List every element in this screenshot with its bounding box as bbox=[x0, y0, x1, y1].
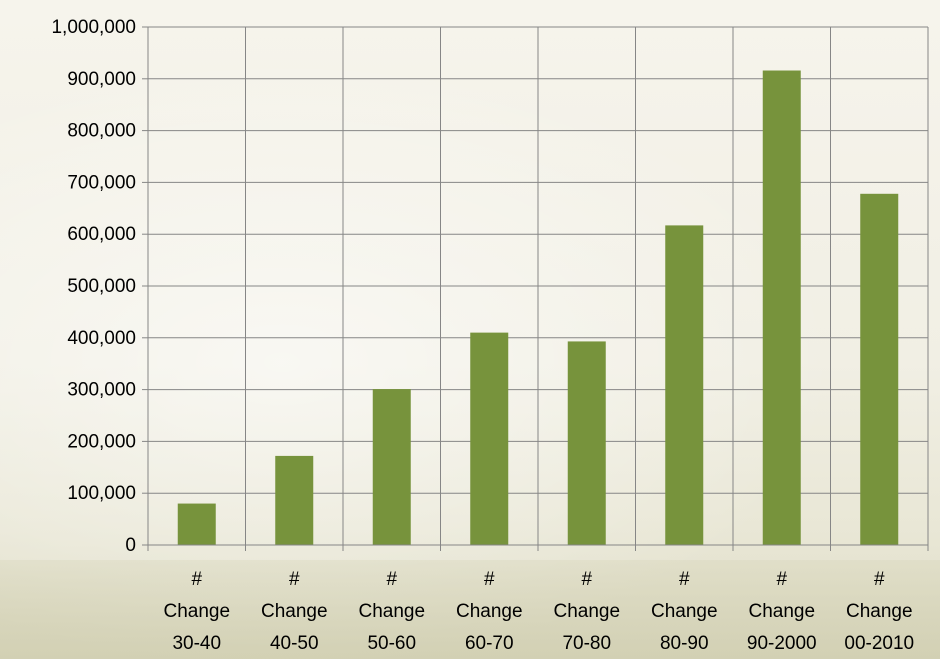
x-tick-label: # Change 60-70 bbox=[456, 569, 523, 654]
bar bbox=[860, 193, 899, 545]
bar bbox=[372, 389, 411, 545]
bars bbox=[177, 70, 899, 546]
bar bbox=[567, 341, 606, 545]
y-tick-label: 700,000 bbox=[67, 172, 136, 193]
y-tick-label: 900,000 bbox=[67, 69, 136, 90]
bar bbox=[665, 225, 704, 546]
y-tick-label: 300,000 bbox=[67, 380, 136, 401]
x-tick-label: # Change 90-2000 bbox=[747, 569, 817, 654]
x-tick-label: # Change 70-80 bbox=[553, 569, 620, 654]
x-tick-labels: # Change 30-40 # Change 40-50 # Change 50-60 # Cha… bbox=[163, 569, 914, 654]
x-tick-label: # Change 00-2010 bbox=[844, 569, 914, 654]
y-tick-label: 0 bbox=[125, 535, 136, 556]
y-tick-label: 800,000 bbox=[67, 121, 136, 142]
y-tick-label: 500,000 bbox=[67, 276, 136, 297]
x-tick-label: # Change 80-90 bbox=[651, 569, 718, 654]
bar bbox=[275, 455, 314, 545]
y-tick-label: 100,000 bbox=[67, 483, 136, 504]
gridlines bbox=[148, 26, 929, 545]
x-tick-label: # Change 40-50 bbox=[261, 569, 328, 654]
background-band bbox=[0, 560, 940, 659]
y-tick-label: 1,000,000 bbox=[51, 17, 136, 38]
bar bbox=[470, 332, 509, 545]
y-tick-label: 600,000 bbox=[67, 224, 136, 245]
y-tick-label: 400,000 bbox=[67, 328, 136, 349]
y-tick-label: 200,000 bbox=[67, 431, 136, 452]
x-tick-label: # Change 30-40 bbox=[163, 569, 230, 654]
bar bbox=[177, 503, 216, 545]
axes bbox=[142, 26, 929, 551]
x-tick-label: # Change 50-60 bbox=[358, 569, 425, 654]
y-tick-labels: 0 100,000 200,000 300,000 400,000 500,000 600,… bbox=[51, 17, 136, 556]
bar bbox=[762, 70, 801, 546]
